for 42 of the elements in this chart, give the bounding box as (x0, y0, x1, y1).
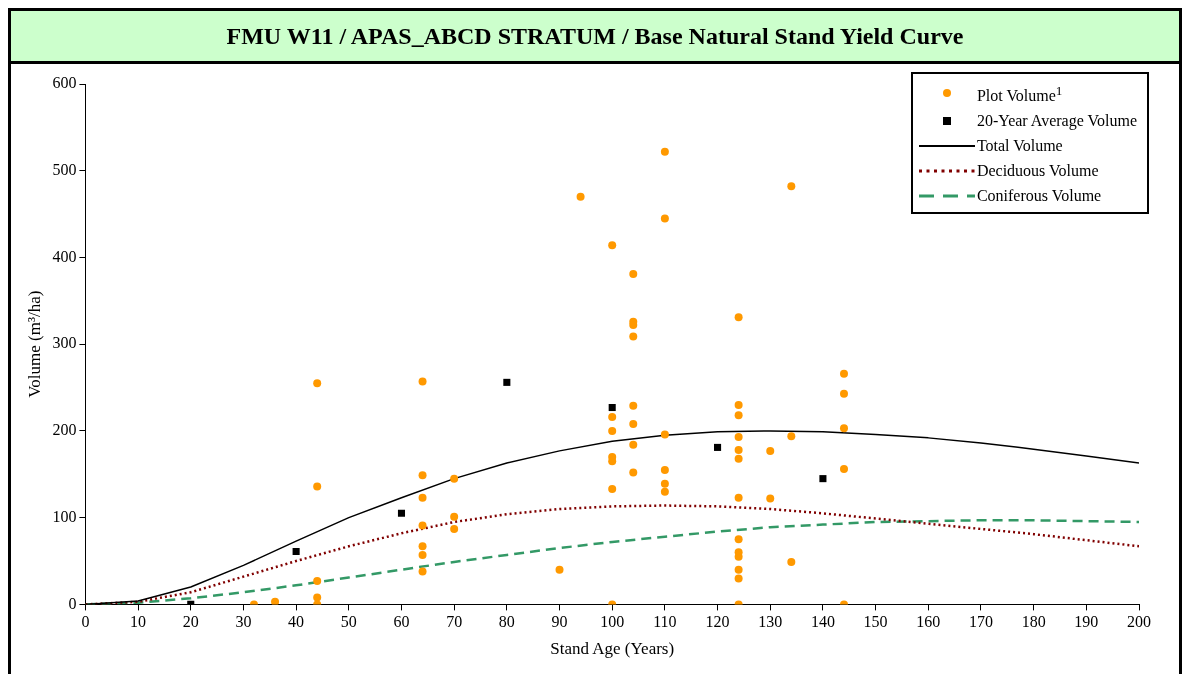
x-tick-label: 30 (235, 613, 252, 631)
y-tick-label: 100 (52, 507, 77, 525)
x-axis-title: Stand Age (Years) (550, 639, 675, 659)
x-tick-label: 60 (393, 613, 410, 631)
point (503, 378, 511, 386)
legend-label: Coniferous Volume (976, 186, 1102, 207)
legend-label: Deciduous Volume (976, 161, 1099, 182)
y-tick-label: 0 (68, 594, 77, 612)
x-tick-label: 130 (758, 613, 783, 631)
x-tick-label: 40 (288, 613, 305, 631)
point (292, 547, 300, 556)
x-tick-label: 80 (498, 613, 515, 631)
y-tick-label: 300 (52, 334, 77, 352)
x-tick-label: 0 (81, 613, 90, 631)
x-tick-label: 150 (863, 613, 888, 631)
x-tick-label: 160 (916, 613, 941, 631)
legend-label: 20-Year Average Volume (976, 111, 1137, 132)
y-tick-label: 600 (52, 74, 77, 92)
point (608, 403, 616, 412)
point (397, 509, 406, 517)
x-tick-label: 100 (600, 613, 625, 631)
x-tick-label: 50 (340, 613, 357, 631)
x-tick-label: 120 (705, 613, 730, 631)
x-tick-label: 10 (130, 613, 147, 631)
x-tick-label: 200 (1127, 613, 1151, 631)
y-tick-label: 500 (52, 160, 77, 178)
y-tick-label: 400 (52, 247, 77, 265)
x-tick-label: 90 (551, 613, 568, 631)
legend-label: Plot Volume$^{1}$ (976, 82, 1063, 107)
x-tick-label: 180 (1021, 613, 1046, 631)
x-tick-label: 20 (182, 613, 199, 631)
x-tick-label: 110 (653, 613, 677, 631)
x-tick-label: 70 (446, 613, 463, 631)
x-tick-label: 140 (810, 613, 835, 631)
legend-label: Total Volume (976, 136, 1063, 157)
y-axis-title: Volume (m³/ha) (24, 290, 44, 398)
point (819, 475, 827, 483)
point (714, 443, 722, 451)
y-tick-label: 200 (52, 421, 77, 439)
chart-title: FMU W11 / APAS_ABCD STRATUM / Base Natural Stand Yield Curve (11, 11, 1179, 64)
x-tick-label: 170 (968, 613, 993, 631)
x-tick-label: 190 (1074, 613, 1099, 631)
